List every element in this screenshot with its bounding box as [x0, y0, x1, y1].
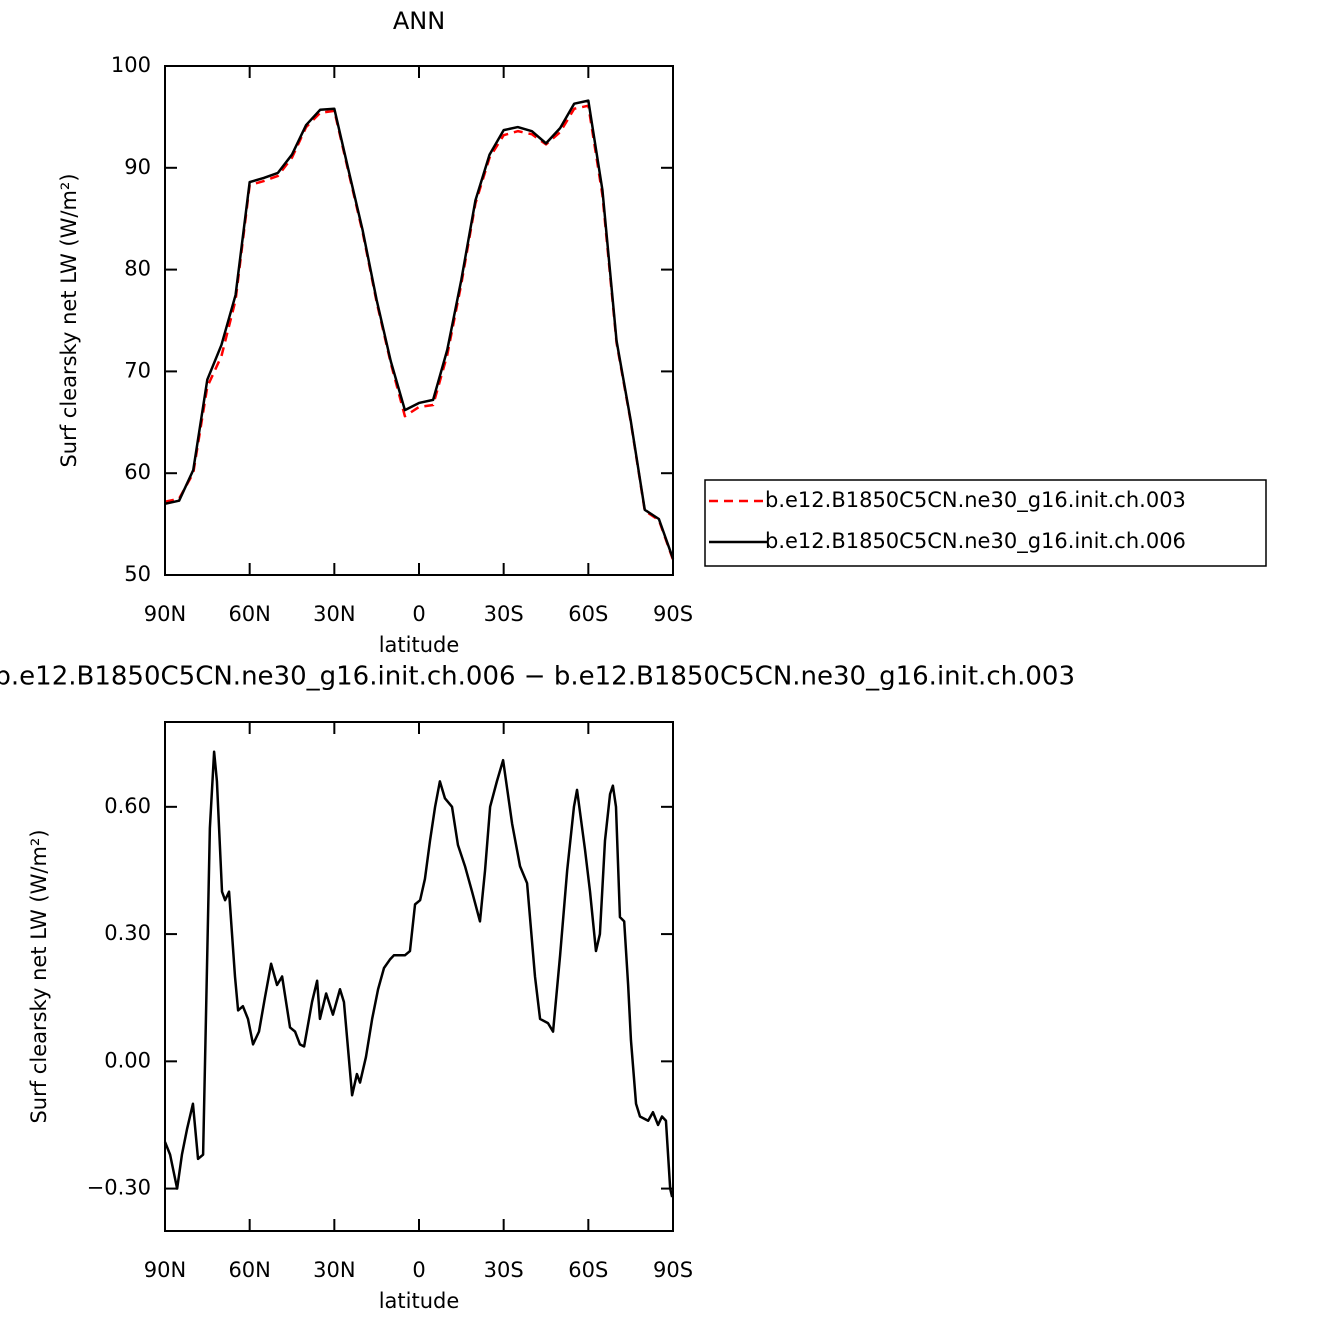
y-tick-label: −0.30: [87, 1176, 151, 1200]
x-tick-label: 0: [412, 1258, 425, 1282]
x-tick-label: 30N: [313, 1258, 355, 1282]
x-tick-label: 90S: [653, 1258, 693, 1282]
y-tick-label: 70: [124, 358, 151, 382]
y-tick-label: 0.60: [104, 794, 151, 818]
x-tick-label: 30S: [484, 602, 524, 626]
series-line: [164, 99, 675, 560]
y-tick-label: 0.00: [104, 1048, 151, 1072]
series-line: [164, 104, 675, 561]
x-tick-label: 30N: [313, 602, 355, 626]
y-tick-label: 90: [124, 155, 151, 179]
chart-title: b.e12.B1850C5CN.ne30_g16.init.ch.006 − b…: [0, 662, 1075, 692]
chart-title: ANN: [393, 7, 445, 35]
x-tick-label: 60S: [568, 1258, 608, 1282]
x-tick-label: 90N: [144, 602, 186, 626]
plot-frame: [164, 65, 674, 576]
legend: b.e12.B1850C5CN.ne30_g16.init.ch.003 b.e1…: [704, 479, 1267, 567]
legend-label: b.e12.B1850C5CN.ne30_g16.init.ch.006: [765, 529, 1186, 554]
x-tick-label: 30S: [484, 1258, 524, 1282]
x-axis-title: latitude: [379, 633, 460, 657]
x-tick-label: 90N: [144, 1258, 186, 1282]
x-tick-label: 0: [412, 602, 425, 626]
y-tick-label: 0.30: [104, 921, 151, 945]
y-tick-label: 50: [124, 562, 151, 586]
x-tick-label: 60N: [228, 1258, 270, 1282]
x-tick-label: 60S: [568, 602, 608, 626]
x-axis-title: latitude: [379, 1289, 460, 1313]
y-axis-title: Surf clearsky net LW (W/m²): [27, 829, 51, 1123]
y-tick-label: 100: [111, 53, 151, 77]
plot-frame: [164, 721, 674, 1232]
x-tick-label: 60N: [228, 602, 270, 626]
legend-label: b.e12.B1850C5CN.ne30_g16.init.ch.003: [765, 488, 1186, 513]
x-tick-label: 90S: [653, 602, 693, 626]
data-line: [163, 750, 674, 1198]
legend-box: [704, 479, 1267, 567]
y-axis-title: Surf clearsky net LW (W/m²): [57, 173, 81, 467]
y-tick-label: 80: [124, 257, 151, 281]
y-tick-label: 60: [124, 460, 151, 484]
